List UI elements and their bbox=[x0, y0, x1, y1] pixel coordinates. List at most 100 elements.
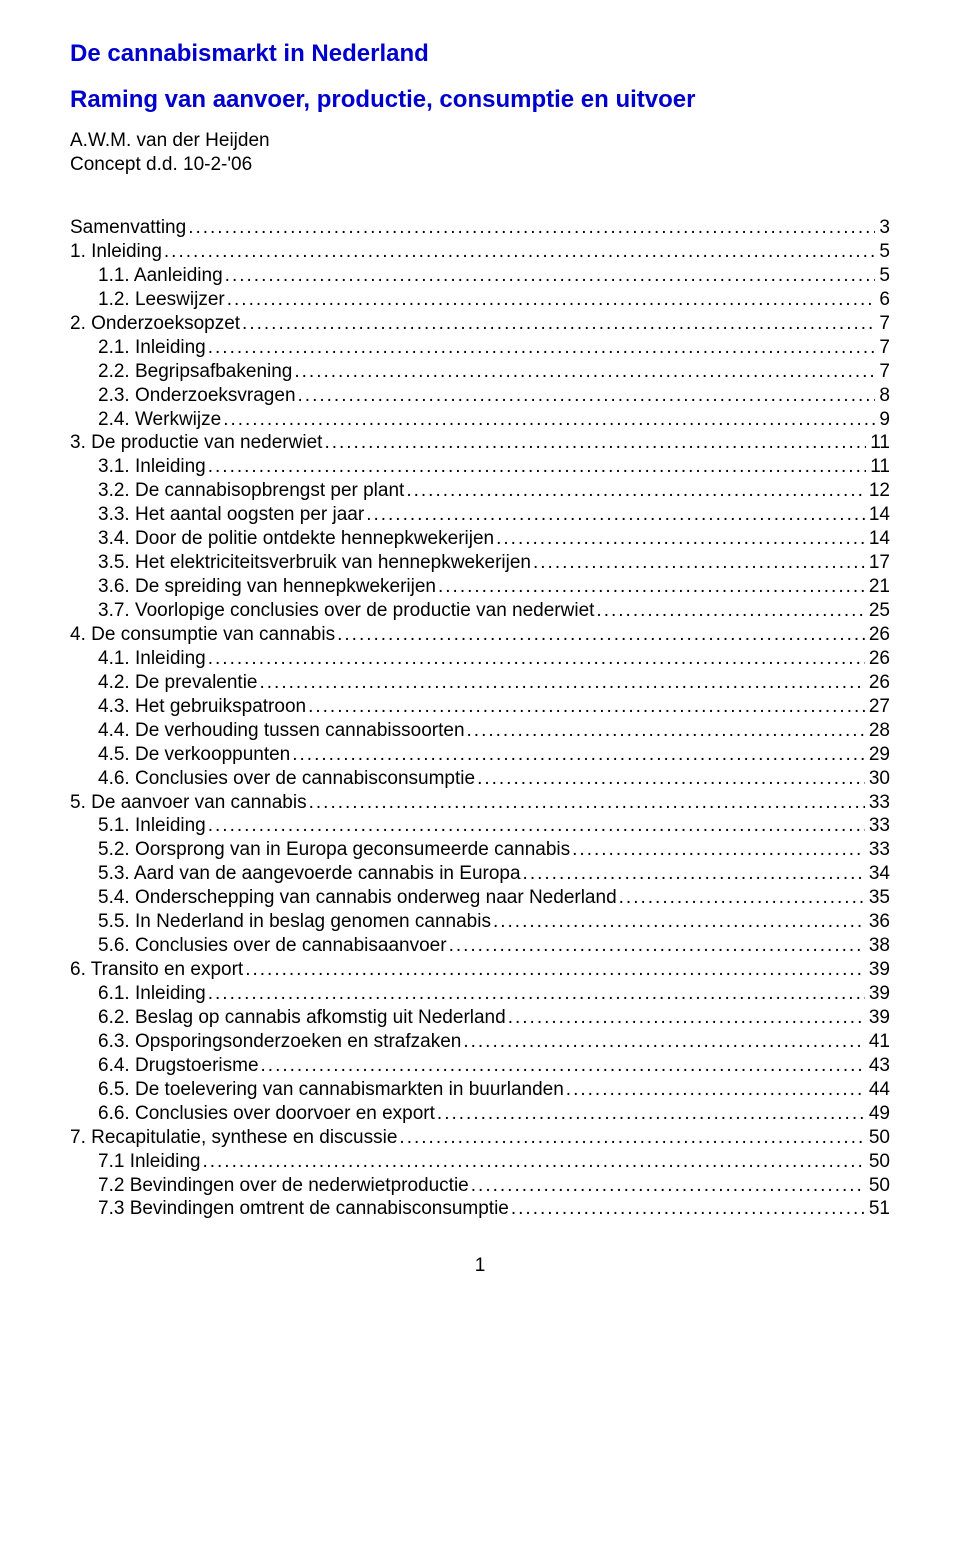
toc-entry: 3.2. De cannabisopbrengst per plant 12 bbox=[70, 479, 890, 503]
toc-leader-dots bbox=[533, 551, 865, 575]
toc-entry-page: 7 bbox=[875, 360, 890, 384]
toc-leader-dots bbox=[619, 886, 865, 910]
toc-entry-page: 12 bbox=[865, 479, 890, 503]
toc-entry-page: 27 bbox=[865, 695, 890, 719]
toc-entry-label: 6.2. Beslag op cannabis afkomstig uit Ne… bbox=[98, 1006, 508, 1030]
toc-entry-page: 50 bbox=[865, 1126, 890, 1150]
toc-leader-dots bbox=[596, 599, 864, 623]
toc-leader-dots bbox=[511, 1197, 865, 1221]
toc-entry-page: 26 bbox=[865, 671, 890, 695]
toc-leader-dots bbox=[202, 1150, 864, 1174]
toc-entry: 2.3. Onderzoeksvragen 8 bbox=[70, 384, 890, 408]
toc-entry-page: 5 bbox=[875, 264, 890, 288]
toc-leader-dots bbox=[227, 288, 876, 312]
toc-entry-page: 26 bbox=[865, 623, 890, 647]
toc-entry-label: 2.3. Onderzoeksvragen bbox=[98, 384, 298, 408]
toc-entry: 4.4. De verhouding tussen cannabissoorte… bbox=[70, 719, 890, 743]
toc-entry: 5.2. Oorsprong van in Europa geconsumeer… bbox=[70, 838, 890, 862]
toc-entry-label: 2.2. Begripsafbakening bbox=[98, 360, 294, 384]
toc-entry-page: 7 bbox=[875, 312, 890, 336]
toc-leader-dots bbox=[208, 455, 867, 479]
toc-leader-dots bbox=[471, 1174, 865, 1198]
toc-leader-dots bbox=[208, 814, 865, 838]
toc-entry-label: 4.3. Het gebruikspatroon bbox=[98, 695, 308, 719]
toc-entry: 2.1. Inleiding 7 bbox=[70, 336, 890, 360]
toc-leader-dots bbox=[242, 312, 875, 336]
toc-entry: 3. De productie van nederwiet 11 bbox=[70, 431, 890, 455]
toc-entry: 4.6. Conclusies over de cannabisconsumpt… bbox=[70, 767, 890, 791]
toc-entry: 5.5. In Nederland in beslag genomen cann… bbox=[70, 910, 890, 934]
toc-entry-page: 6 bbox=[875, 288, 890, 312]
toc-leader-dots bbox=[449, 934, 865, 958]
toc-entry-label: 5.2. Oorsprong van in Europa geconsumeer… bbox=[98, 838, 572, 862]
toc-leader-dots bbox=[223, 408, 875, 432]
toc-entry-label: 4.5. De verkooppunten bbox=[98, 743, 292, 767]
toc-entry-label: 3.5. Het elektriciteitsverbruik van henn… bbox=[98, 551, 533, 575]
toc-entry-label: 7.2 Bevindingen over de nederwietproduct… bbox=[98, 1174, 471, 1198]
document-author: A.W.M. van der Heijden bbox=[70, 130, 890, 152]
toc-entry-page: 51 bbox=[865, 1197, 890, 1221]
toc-leader-dots bbox=[477, 767, 865, 791]
toc-leader-dots bbox=[292, 743, 865, 767]
toc-leader-dots bbox=[406, 479, 865, 503]
toc-entry-label: 5.5. In Nederland in beslag genomen cann… bbox=[98, 910, 493, 934]
toc-leader-dots bbox=[208, 982, 865, 1006]
toc-entry-page: 9 bbox=[875, 408, 890, 432]
toc-leader-dots bbox=[225, 264, 876, 288]
document-subtitle: Raming van aanvoer, productie, consumpti… bbox=[70, 86, 890, 114]
toc-entry-label: 5. De aanvoer van cannabis bbox=[70, 791, 309, 815]
toc-leader-dots bbox=[399, 1126, 864, 1150]
toc-entry: 4.2. De prevalentie 26 bbox=[70, 671, 890, 695]
toc-leader-dots bbox=[324, 431, 866, 455]
toc-entry-page: 17 bbox=[865, 551, 890, 575]
toc-leader-dots bbox=[188, 216, 875, 240]
toc-leader-dots bbox=[493, 910, 865, 934]
toc-leader-dots bbox=[496, 527, 865, 551]
toc-entry-label: 6.4. Drugstoerisme bbox=[98, 1054, 261, 1078]
toc-entry-label: 3.2. De cannabisopbrengst per plant bbox=[98, 479, 406, 503]
toc-entry: 3.4. Door de politie ontdekte hennepkwek… bbox=[70, 527, 890, 551]
toc-entry: 4. De consumptie van cannabis 26 bbox=[70, 623, 890, 647]
toc-entry: 7. Recapitulatie, synthese en discussie … bbox=[70, 1126, 890, 1150]
toc-entry: 5.1. Inleiding 33 bbox=[70, 814, 890, 838]
toc-entry-label: 4.6. Conclusies over de cannabisconsumpt… bbox=[98, 767, 477, 791]
toc-entry-label: 6.3. Opsporingsonderzoeken en strafzaken bbox=[98, 1030, 463, 1054]
toc-entry-page: 8 bbox=[875, 384, 890, 408]
toc-entry-page: 14 bbox=[865, 503, 890, 527]
toc-entry-label: 3. De productie van nederwiet bbox=[70, 431, 324, 455]
toc-entry-label: 7. Recapitulatie, synthese en discussie bbox=[70, 1126, 399, 1150]
toc-entry: 6. Transito en export 39 bbox=[70, 958, 890, 982]
toc-leader-dots bbox=[245, 958, 865, 982]
toc-leader-dots bbox=[572, 838, 865, 862]
toc-entry-page: 11 bbox=[866, 455, 890, 479]
toc-entry: 6.4. Drugstoerisme 43 bbox=[70, 1054, 890, 1078]
toc-entry-page: 33 bbox=[865, 838, 890, 862]
toc-entry-page: 33 bbox=[865, 814, 890, 838]
toc-entry-label: 4.4. De verhouding tussen cannabissoorte… bbox=[98, 719, 467, 743]
toc-entry-label: 2. Onderzoeksopzet bbox=[70, 312, 242, 336]
toc-entry: 5.6. Conclusies over de cannabisaanvoer … bbox=[70, 934, 890, 958]
toc-leader-dots bbox=[164, 240, 876, 264]
toc-entry-label: 5.3. Aard van de aangevoerde cannabis in… bbox=[98, 862, 523, 886]
toc-entry-label: 6. Transito en export bbox=[70, 958, 245, 982]
toc-entry: 6.2. Beslag op cannabis afkomstig uit Ne… bbox=[70, 1006, 890, 1030]
toc-leader-dots bbox=[438, 575, 865, 599]
toc-leader-dots bbox=[260, 671, 865, 695]
toc-leader-dots bbox=[337, 623, 865, 647]
toc-entry-label: 3.4. Door de politie ontdekte hennepkwek… bbox=[98, 527, 496, 551]
toc-entry: 5.4. Onderschepping van cannabis onderwe… bbox=[70, 886, 890, 910]
toc-leader-dots bbox=[298, 384, 876, 408]
toc-entry-page: 29 bbox=[865, 743, 890, 767]
toc-entry: 7.2 Bevindingen over de nederwietproduct… bbox=[70, 1174, 890, 1198]
toc-entry-label: 6.5. De toelevering van cannabismarkten … bbox=[98, 1078, 566, 1102]
toc-entry-page: 50 bbox=[865, 1174, 890, 1198]
toc-entry: 7.3 Bevindingen omtrent de cannabisconsu… bbox=[70, 1197, 890, 1221]
toc-entry-label: 1. Inleiding bbox=[70, 240, 164, 264]
toc-entry-label: 5.4. Onderschepping van cannabis onderwe… bbox=[98, 886, 619, 910]
toc-entry: 1.2. Leeswijzer 6 bbox=[70, 288, 890, 312]
toc-leader-dots bbox=[366, 503, 865, 527]
toc-entry-page: 44 bbox=[865, 1078, 890, 1102]
toc-entry-label: 5.1. Inleiding bbox=[98, 814, 208, 838]
toc-entry-page: 11 bbox=[866, 431, 890, 455]
toc-entry-page: 30 bbox=[865, 767, 890, 791]
